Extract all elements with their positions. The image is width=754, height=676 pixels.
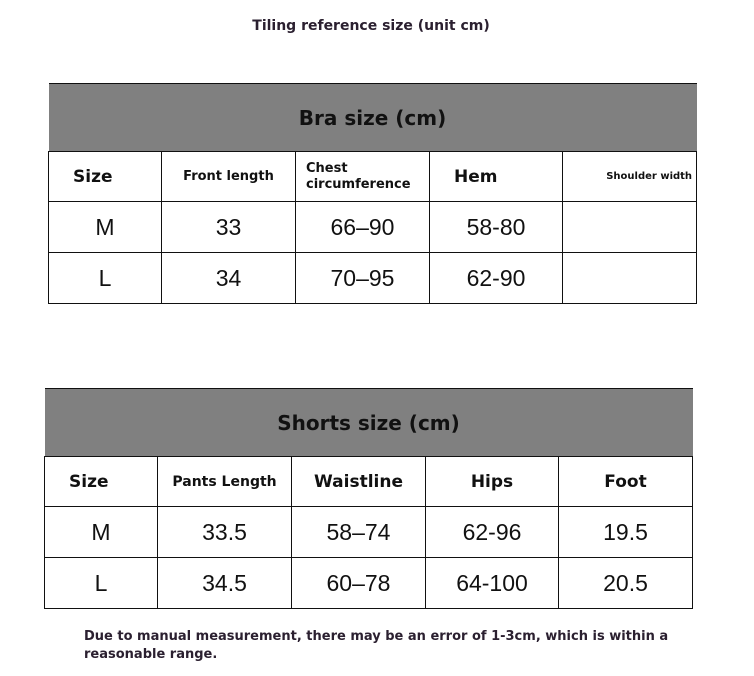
header-foot: Foot [558,456,693,507]
cell-hips: 64-100 [425,557,559,609]
cell-shoulder [561,201,698,253]
header-front-length: Front length [161,151,296,202]
table-row: L 34 70–95 62-90 [48,252,698,304]
bra-size-table: Bra size (cm) Size Front length Chest ci… [48,83,698,304]
cell-shoulder [561,252,698,304]
cell-size: L [44,557,158,609]
cell-size: L [48,252,162,304]
cell-chest: 70–95 [295,252,430,304]
header-size: Size [48,151,162,202]
page-title: Tiling reference size (unit cm) [252,18,490,34]
table-row: L 34.5 60–78 64-100 20.5 [44,557,693,609]
header-shoulder-width: Shoulder width [561,151,698,202]
table-row: M 33 66–90 58-80 [48,201,698,253]
header-hips: Hips [425,456,559,507]
table-row: M 33.5 58–74 62-96 19.5 [44,506,693,558]
cell-waistline: 60–78 [291,557,426,609]
header-waistline: Waistline [291,456,426,507]
cell-hem: 62-90 [429,252,563,304]
header-size: Size [44,456,158,507]
cell-pants-length: 33.5 [157,506,292,558]
table-header-row: Size Front length Chest circumference He… [48,151,698,202]
cell-chest: 66–90 [295,201,430,253]
cell-foot: 20.5 [558,557,693,609]
header-pants-length: Pants Length [157,456,292,507]
header-hem: Hem [429,151,563,202]
cell-hem: 58-80 [429,201,563,253]
cell-hips: 62-96 [425,506,559,558]
cell-foot: 19.5 [558,506,693,558]
measurement-note: Due to manual measurement, there may be … [84,629,669,662]
cell-size: M [48,201,162,253]
table-header-row: Size Pants Length Waistline Hips Foot [44,456,693,507]
bra-table-caption: Bra size (cm) [48,83,697,152]
shorts-table-caption: Shorts size (cm) [44,388,693,457]
cell-front-length: 33 [161,201,296,253]
header-chest-circumference: Chest circumference [295,151,430,202]
cell-front-length: 34 [161,252,296,304]
cell-pants-length: 34.5 [157,557,292,609]
shorts-size-table: Shorts size (cm) Size Pants Length Waist… [44,388,693,609]
cell-size: M [44,506,158,558]
cell-waistline: 58–74 [291,506,426,558]
